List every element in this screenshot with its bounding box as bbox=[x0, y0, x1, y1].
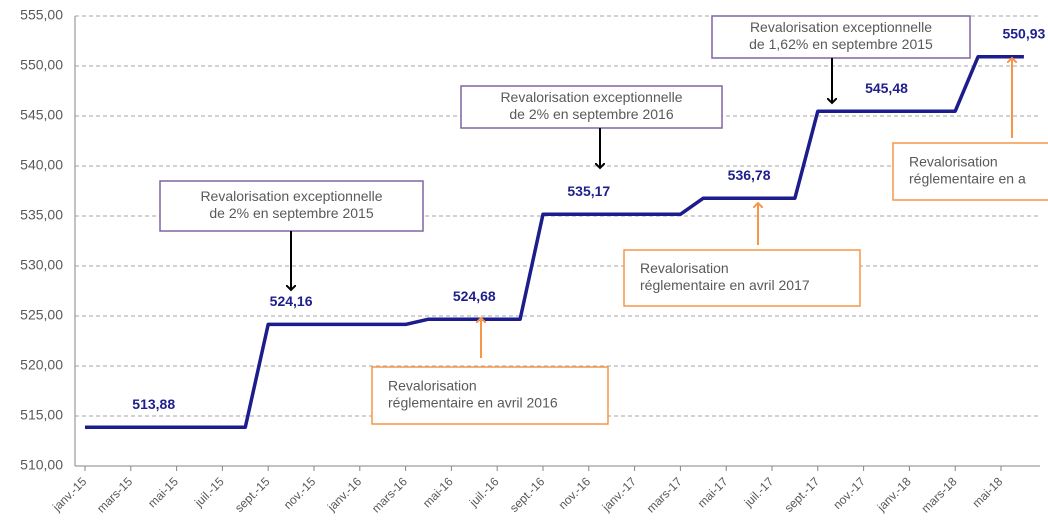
data-label: 524,68 bbox=[453, 288, 496, 304]
data-label: 513,88 bbox=[132, 396, 175, 412]
x-tick-label: mai-17 bbox=[695, 474, 731, 510]
data-label: 545,48 bbox=[865, 80, 908, 96]
annotation-box bbox=[159, 180, 424, 232]
annotation-text: de 2% en septembre 2016 bbox=[509, 106, 673, 122]
x-tick-label: mai-16 bbox=[420, 474, 456, 510]
x-tick-label: juil.-17 bbox=[741, 474, 777, 510]
x-tick-label: sept.-15 bbox=[232, 474, 273, 515]
x-tick-label: sept.-16 bbox=[507, 474, 548, 515]
y-tick-label: 520,00 bbox=[20, 357, 63, 373]
annotation-text: de 2% en septembre 2015 bbox=[209, 205, 373, 221]
x-tick-label: juil.-15 bbox=[191, 474, 227, 510]
x-tick-label: mai-18 bbox=[970, 474, 1006, 510]
annotation-text: réglementaire en avril 2017 bbox=[640, 277, 810, 293]
annotation-box bbox=[371, 366, 609, 425]
annotation-box bbox=[623, 249, 861, 307]
data-label: 524,16 bbox=[270, 293, 313, 309]
y-tick-label: 550,00 bbox=[20, 57, 63, 73]
annotation-text: réglementaire en a bbox=[909, 171, 1026, 187]
x-tick-label: janv.-18 bbox=[874, 474, 914, 514]
x-tick-label: janv.-16 bbox=[324, 474, 364, 514]
y-tick-label: 515,00 bbox=[20, 407, 63, 423]
x-tick-label: juil.-16 bbox=[466, 474, 502, 510]
annotation-text: réglementaire en avril 2016 bbox=[388, 395, 558, 411]
annotation-box bbox=[892, 142, 1048, 201]
annotation-box bbox=[460, 85, 723, 129]
x-tick-label: janv.-15 bbox=[49, 474, 89, 514]
x-tick-label: nov.-17 bbox=[830, 474, 868, 512]
y-tick-label: 525,00 bbox=[20, 307, 63, 323]
annotation-text: Revalorisation exceptionnelle bbox=[200, 188, 382, 204]
x-tick-label: nov.-15 bbox=[281, 474, 319, 512]
annotation-text: Revalorisation bbox=[909, 154, 998, 170]
data-label: 550,93 bbox=[1002, 25, 1045, 41]
y-tick-label: 545,00 bbox=[20, 107, 63, 123]
annotation-text: Revalorisation exceptionnelle bbox=[500, 89, 682, 105]
x-tick-label: mai-15 bbox=[145, 474, 181, 510]
y-tick-label: 535,00 bbox=[20, 207, 63, 223]
x-tick-label: mars-15 bbox=[94, 474, 135, 515]
y-tick-label: 540,00 bbox=[20, 157, 63, 173]
y-tick-label: 510,00 bbox=[20, 457, 63, 473]
x-tick-label: janv.-17 bbox=[599, 474, 639, 514]
y-tick-label: 555,00 bbox=[20, 7, 63, 23]
x-tick-label: nov.-16 bbox=[556, 474, 594, 512]
y-tick-label: 530,00 bbox=[20, 257, 63, 273]
data-label: 536,78 bbox=[728, 167, 771, 183]
x-tick-label: mars-16 bbox=[369, 474, 410, 515]
x-tick-label: sept.-17 bbox=[782, 474, 823, 515]
annotation-box bbox=[711, 15, 971, 59]
data-label: 535,17 bbox=[567, 183, 610, 199]
annotation-text: Revalorisation bbox=[640, 260, 729, 276]
annotation-text: Revalorisation bbox=[388, 378, 477, 394]
annotation-text: Revalorisation exceptionnelle bbox=[750, 19, 932, 35]
x-tick-label: mars-17 bbox=[644, 474, 685, 515]
x-tick-label: mars-18 bbox=[919, 474, 960, 515]
annotation-text: de 1,62% en septembre 2015 bbox=[749, 36, 933, 52]
line bbox=[85, 54, 1024, 429]
